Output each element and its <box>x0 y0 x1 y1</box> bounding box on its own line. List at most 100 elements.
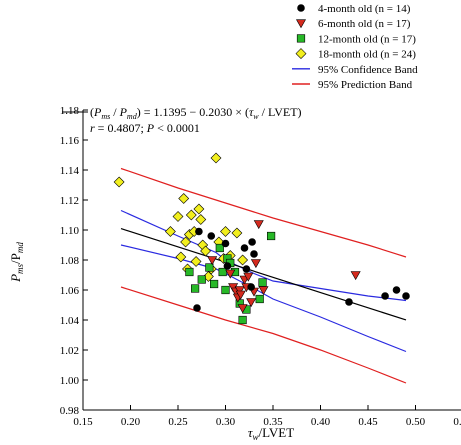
data-point-diamond <box>220 226 231 237</box>
data-point-triangle-down <box>253 220 264 230</box>
data-point-triangle-down <box>246 298 257 308</box>
data-point-square <box>191 284 200 293</box>
legend-label: 18-month old (n = 24) <box>318 49 416 61</box>
data-point-triangle-down <box>243 272 254 282</box>
y-tick-label: 1.08 <box>60 255 80 267</box>
data-point-triangle-down <box>350 271 361 281</box>
y-tick-label: 1.04 <box>60 315 80 327</box>
data-point-diamond <box>231 227 243 239</box>
legend-item: 95% Prediction Band <box>292 79 413 91</box>
x-tick-label: 0.40 <box>311 416 331 428</box>
data-point-circle <box>250 250 258 258</box>
data-point-square <box>205 263 214 272</box>
legend-label: 4-month old (n = 14) <box>318 3 411 15</box>
legend-swatch-diamond <box>295 48 307 60</box>
x-tick-label: 0.55 <box>453 416 461 428</box>
legend-item: 18-month old (n = 24) <box>295 48 416 61</box>
data-point-triangle-down <box>207 256 218 266</box>
points-layer <box>113 152 410 325</box>
data-point-diamond <box>175 251 187 263</box>
data-point-circle <box>221 239 230 248</box>
data-point-square <box>255 294 264 304</box>
y-axis-title: Pms/Pmd <box>8 242 25 283</box>
data-point-circle <box>381 292 389 300</box>
data-point-circle <box>193 304 201 312</box>
data-point-square <box>266 231 276 241</box>
legend-label: 6-month old (n = 17) <box>318 18 411 30</box>
data-point-circle <box>240 244 249 252</box>
y-tick-label: 1.02 <box>60 345 79 357</box>
axes-layer: 0.98 1.00 1.02 1.04 1.06 1.08 1.10 1.12 1.14 1.16… <box>60 105 461 428</box>
data-point-square <box>215 243 224 253</box>
data-point-diamond <box>193 203 205 215</box>
data-point-square <box>185 267 194 277</box>
legend-item: 4-month old (n = 14) <box>297 3 411 15</box>
prediction-band-lower <box>120 286 407 384</box>
x-tick-label: 0.15 <box>73 416 93 428</box>
data-point-diamond <box>178 193 190 204</box>
y-tick-label: 1.10 <box>60 225 80 237</box>
y-tick-label: 1.14 <box>60 165 80 177</box>
x-tick-label: 0.50 <box>406 416 426 428</box>
data-point-triangle-down <box>235 290 246 300</box>
svg-text:τw/LVET: τw/LVET <box>248 425 294 442</box>
y-tick-label: 1.12 <box>60 195 79 207</box>
data-point-circle <box>345 298 353 306</box>
data-point-diamond <box>237 254 249 266</box>
data-point-triangle-down <box>250 259 261 269</box>
y-tick-label: 0.98 <box>60 405 80 417</box>
confidence-band-upper <box>120 209 407 302</box>
data-point-circle <box>248 238 256 246</box>
data-point-square <box>210 279 219 289</box>
data-point-circle <box>402 292 410 300</box>
legend-swatch-square <box>296 34 306 43</box>
legend-item: 6-month old (n = 17) <box>295 18 411 30</box>
y-tick-label: 1.06 <box>60 285 80 297</box>
data-point-diamond <box>164 226 176 237</box>
x-tick-label: 0.35 <box>263 416 283 428</box>
data-point-square <box>197 275 206 284</box>
y-tick-label: 1.18 <box>60 105 80 117</box>
data-point-diamond <box>200 245 211 257</box>
data-point-triangle-down <box>225 269 236 279</box>
legend: 4-month old (n = 14) 6-month old (n = 17)… <box>292 3 418 91</box>
data-point-diamond <box>185 209 197 221</box>
data-point-circle <box>247 283 255 291</box>
data-point-triangle-down <box>228 283 239 293</box>
data-point-square <box>238 315 247 325</box>
data-point-circle <box>392 286 401 294</box>
equation-stats: r = 0.4807; P < 0.0001 <box>90 121 200 135</box>
x-tick-label: 0.20 <box>121 416 141 428</box>
x-axis-title: τw/LVET <box>248 425 294 442</box>
legend-swatch-triangle-down <box>295 19 307 29</box>
data-point-square <box>221 285 230 295</box>
data-point-circle <box>195 227 203 236</box>
data-point-diamond <box>195 214 207 225</box>
data-point-circle <box>242 265 251 273</box>
x-tick-label: 0.30 <box>216 416 236 428</box>
data-point-diamond <box>172 211 184 222</box>
prediction-band-upper <box>120 167 407 258</box>
data-point-diamond <box>113 176 125 188</box>
legend-item: 95% Confidence Band <box>292 64 418 76</box>
legend-label: 95% Confidence Band <box>318 64 418 76</box>
data-point-triangle-down <box>258 286 269 296</box>
legend-swatch-circle <box>297 4 305 12</box>
data-point-triangle-down <box>237 304 248 314</box>
y-tick-label: 1.16 <box>60 135 80 147</box>
bands-layer <box>120 167 407 384</box>
data-point-square <box>258 278 267 287</box>
equation-text: (Pms / Pmd) = 1.1395 − 0.2030 × (τw / LV… <box>90 105 302 121</box>
legend-label: 95% Prediction Band <box>318 79 413 91</box>
legend-label: 12-month old (n = 17) <box>318 33 416 45</box>
data-point-triangle-down <box>234 286 245 296</box>
svg-text:Pms/Pmd: Pms/Pmd <box>8 242 25 283</box>
data-point-diamond <box>190 256 202 267</box>
x-tick-label: 0.45 <box>358 416 378 428</box>
data-point-square <box>218 267 227 277</box>
legend-item: 12-month old (n = 17) <box>296 33 416 45</box>
data-point-circle <box>223 262 232 270</box>
data-point-diamond <box>180 236 192 248</box>
x-tick-label: 0.25 <box>168 416 188 428</box>
